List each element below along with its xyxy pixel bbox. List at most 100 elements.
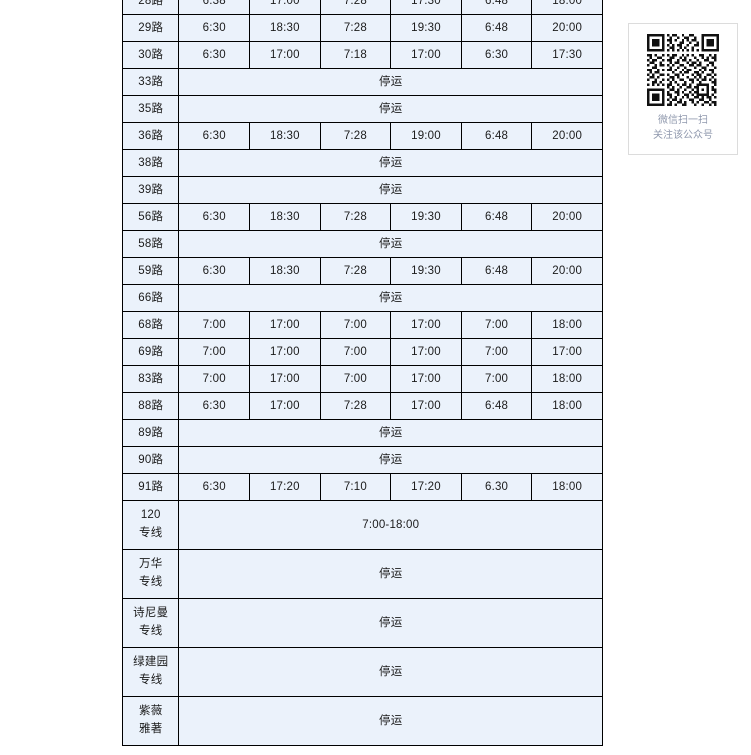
table-row: 89路 停运 <box>121 419 603 447</box>
route-label-cell: 35路 <box>121 95 180 123</box>
table-row: 56路 6:30 18:30 7:28 19:30 6:48 20:00 <box>121 203 603 231</box>
merged-status-cell: 停运 <box>178 230 603 258</box>
wechat-qr-panel[interactable]: 微信扫一扫 关注该公众号 <box>628 23 738 155</box>
time-cell: 17:00 <box>249 392 321 420</box>
table-row: 30路 6:30 17:00 7:18 17:00 6:30 17:30 <box>121 41 603 69</box>
table-row: 120 专线 7:00-18:00 <box>121 500 603 550</box>
time-cell: 6:30 <box>178 203 251 231</box>
route-label-line-2: 专线 <box>139 576 163 588</box>
time-cell: 7:00 <box>178 365 251 393</box>
route-label-line-2: 专线 <box>139 625 163 637</box>
time-cell: 6:38 <box>178 0 251 15</box>
time-cell: 7:00 <box>178 311 251 339</box>
table-row: 万华 专线 停运 <box>121 549 603 599</box>
table-row: 38路 停运 <box>121 149 603 177</box>
route-label-cell: 绿建园 专线 <box>121 647 180 697</box>
time-cell: 6:30 <box>178 257 251 285</box>
route-label-cell: 88路 <box>121 392 180 420</box>
route-label-cell: 59路 <box>121 257 180 285</box>
merged-status-cell: 停运 <box>178 598 603 648</box>
route-label-cell: 56路 <box>121 203 180 231</box>
time-cell: 6:30 <box>460 41 533 69</box>
table-row: 66路 停运 <box>121 284 603 312</box>
qr-caption-line-2: 关注该公众号 <box>653 129 713 141</box>
route-label-line-1: 紫薇 <box>139 705 163 718</box>
time-cell: 17:00 <box>390 311 462 339</box>
route-label-cell: 33路 <box>121 68 180 96</box>
table-row: 紫薇 雅著 停运 <box>121 696 603 746</box>
time-cell: 6:48 <box>460 392 533 420</box>
time-cell: 6:48 <box>460 203 533 231</box>
time-cell: 7:28 <box>319 122 392 150</box>
time-cell: 19:30 <box>390 14 462 42</box>
route-label-cell: 69路 <box>121 338 180 366</box>
merged-status-cell: 停运 <box>178 696 603 746</box>
merged-status-cell: 停运 <box>178 647 603 697</box>
route-label-cell: 诗尼曼 专线 <box>121 598 180 648</box>
merged-status-cell: 停运 <box>178 446 603 474</box>
time-cell: 6:30 <box>178 122 251 150</box>
route-label-cell: 紫薇 雅著 <box>121 696 180 746</box>
route-label-line-1: 120 <box>140 509 161 522</box>
time-cell: 20:00 <box>531 122 603 150</box>
table-row: 68路 7:00 17:00 7:00 17:00 7:00 18:00 <box>121 311 603 339</box>
time-cell: 17:30 <box>531 41 603 69</box>
route-label-line-1: 绿建园 <box>133 656 169 669</box>
table-row: 91路 6:30 17:20 7:10 17:20 6.30 18:00 <box>121 473 603 501</box>
time-cell: 17:00 <box>390 41 462 69</box>
qr-caption: 微信扫一扫 关注该公众号 <box>653 114 713 143</box>
merged-status-cell: 7:00-18:00 <box>178 500 603 550</box>
time-cell: 17:00 <box>390 365 462 393</box>
time-cell: 19:00 <box>390 122 462 150</box>
merged-status-cell: 停运 <box>178 549 603 599</box>
table-row: 28路 6:38 17:00 7:28 17:30 6:48 18:00 <box>121 0 603 15</box>
time-cell: 18:30 <box>249 122 321 150</box>
time-cell: 6:30 <box>178 41 251 69</box>
merged-status-cell: 停运 <box>178 68 603 96</box>
time-cell: 17:00 <box>390 338 462 366</box>
route-label-cell: 58路 <box>121 230 180 258</box>
merged-status-cell: 停运 <box>178 176 603 204</box>
table-row: 35路 停运 <box>121 95 603 123</box>
table-row: 33路 停运 <box>121 68 603 96</box>
route-label-line-1: 诗尼曼 <box>133 607 169 620</box>
route-label-cell: 39路 <box>121 176 180 204</box>
route-label-cell: 66路 <box>121 284 180 312</box>
route-label-cell: 120 专线 <box>121 500 180 550</box>
table-row: 诗尼曼 专线 停运 <box>121 598 603 648</box>
time-cell: 17:20 <box>390 473 462 501</box>
table-row: 绿建园 专线 停运 <box>121 647 603 697</box>
route-label-line-2: 专线 <box>139 527 163 539</box>
time-cell: 7:00 <box>178 338 251 366</box>
time-cell: 20:00 <box>531 14 603 42</box>
time-cell: 18:30 <box>249 203 321 231</box>
time-cell: 6:48 <box>460 257 533 285</box>
time-cell: 7:10 <box>319 473 392 501</box>
time-cell: 19:30 <box>390 203 462 231</box>
merged-status-cell: 停运 <box>178 95 603 123</box>
time-cell: 17:00 <box>249 0 321 15</box>
route-label-line-1: 万华 <box>139 558 163 571</box>
time-cell: 7:00 <box>319 365 392 393</box>
time-cell: 6:48 <box>460 122 533 150</box>
route-label-cell: 30路 <box>121 41 180 69</box>
table-row: 58路 停运 <box>121 230 603 258</box>
bus-schedule-body: 28路 6:38 17:00 7:28 17:30 6:48 18:00 29路 6:30 18:… <box>121 0 603 746</box>
time-cell: 17:00 <box>249 311 321 339</box>
time-cell: 17:00 <box>531 338 603 366</box>
route-label-cell: 91路 <box>121 473 180 501</box>
table-row: 90路 停运 <box>121 446 603 474</box>
time-cell: 17:00 <box>390 392 462 420</box>
time-cell: 18:30 <box>249 257 321 285</box>
route-label-cell: 万华 专线 <box>121 549 180 599</box>
route-label-cell: 28路 <box>121 0 180 15</box>
time-cell: 6.30 <box>460 473 533 501</box>
time-cell: 18:00 <box>531 0 603 15</box>
time-cell: 6:48 <box>460 14 533 42</box>
time-cell: 18:00 <box>531 365 603 393</box>
qr-code-icon[interactable] <box>647 34 719 106</box>
time-cell: 17:00 <box>249 365 321 393</box>
time-cell: 18:00 <box>531 473 603 501</box>
table-row: 69路 7:00 17:00 7:00 17:00 7:00 17:00 <box>121 338 603 366</box>
time-cell: 7:00 <box>460 365 533 393</box>
